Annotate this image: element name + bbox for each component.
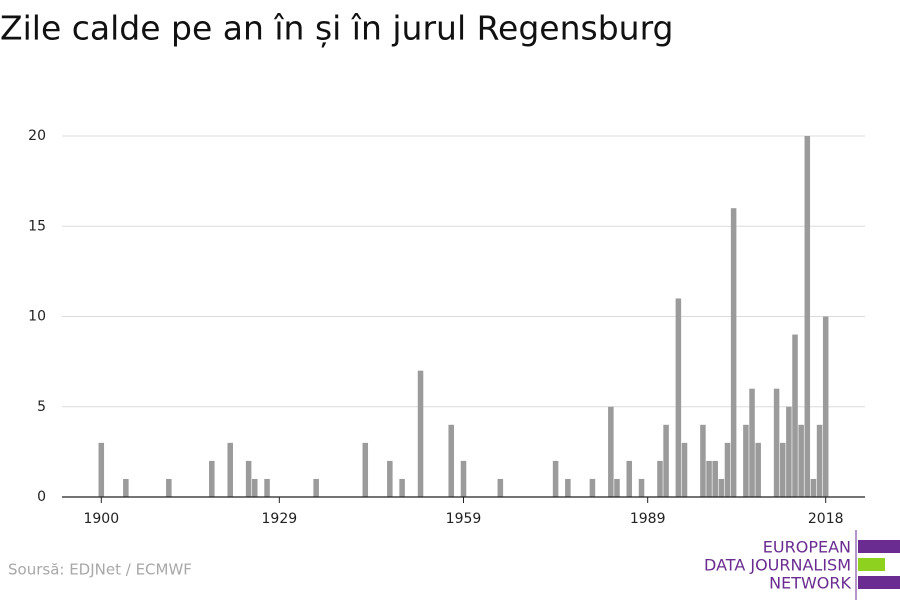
bar xyxy=(245,460,252,497)
bar xyxy=(227,442,233,497)
bar xyxy=(681,442,688,497)
bar xyxy=(552,460,559,497)
logo-bar xyxy=(858,558,885,571)
bar xyxy=(399,478,405,497)
bar xyxy=(638,478,645,497)
bar xyxy=(460,460,467,497)
x-tick-label: 1900 xyxy=(83,511,119,527)
bar xyxy=(798,424,804,497)
bar xyxy=(614,478,620,497)
x-tick-label: 1929 xyxy=(262,511,298,527)
bar xyxy=(448,424,454,497)
y-tick-label: 5 xyxy=(37,399,46,415)
logo-bar xyxy=(858,540,900,553)
bar xyxy=(209,460,215,497)
logo-text: EUROPEAN xyxy=(763,538,851,557)
logo-bar xyxy=(858,576,900,589)
logo-text: NETWORK xyxy=(769,574,851,593)
source: Soursă: EDJNet / ECMWF xyxy=(8,561,192,579)
bar xyxy=(565,478,571,497)
bar xyxy=(712,460,718,497)
bar xyxy=(779,442,786,497)
bar xyxy=(497,478,504,497)
y-tick-label: 0 xyxy=(37,489,46,505)
bar xyxy=(264,478,270,497)
chart-title: Zile calde pe an în și în jurul Regensbu… xyxy=(0,9,674,48)
bar xyxy=(123,478,129,497)
bar xyxy=(730,208,737,497)
bar xyxy=(718,478,725,497)
x-tick-label: 1989 xyxy=(630,511,666,527)
x-tick-label: 2018 xyxy=(808,511,844,527)
logo-text: DATA JOURNALISM xyxy=(704,556,851,575)
y-tick-label: 10 xyxy=(28,309,46,325)
bar xyxy=(755,442,761,497)
bar xyxy=(773,388,780,497)
bar xyxy=(663,424,669,497)
bar xyxy=(313,478,319,497)
y-tick-label: 15 xyxy=(28,218,46,234)
bar xyxy=(743,424,749,497)
bar xyxy=(362,442,369,497)
bar xyxy=(724,442,731,497)
bar xyxy=(675,298,682,497)
bar xyxy=(387,460,393,497)
y-tick-label: 20 xyxy=(28,128,46,144)
bar xyxy=(804,136,811,497)
bar xyxy=(810,478,817,497)
bar xyxy=(589,478,596,497)
bar xyxy=(98,442,105,497)
bar xyxy=(749,388,755,497)
bar xyxy=(657,460,663,497)
bar xyxy=(417,370,424,497)
bar xyxy=(252,478,258,497)
bar xyxy=(166,478,172,497)
bar xyxy=(786,406,792,497)
bar xyxy=(822,316,829,497)
bar xyxy=(700,424,706,497)
bar xyxy=(608,406,614,497)
bar xyxy=(626,460,633,497)
bar xyxy=(816,424,823,497)
bar xyxy=(706,460,712,497)
bar xyxy=(792,334,798,497)
x-tick-label: 1959 xyxy=(446,511,482,527)
